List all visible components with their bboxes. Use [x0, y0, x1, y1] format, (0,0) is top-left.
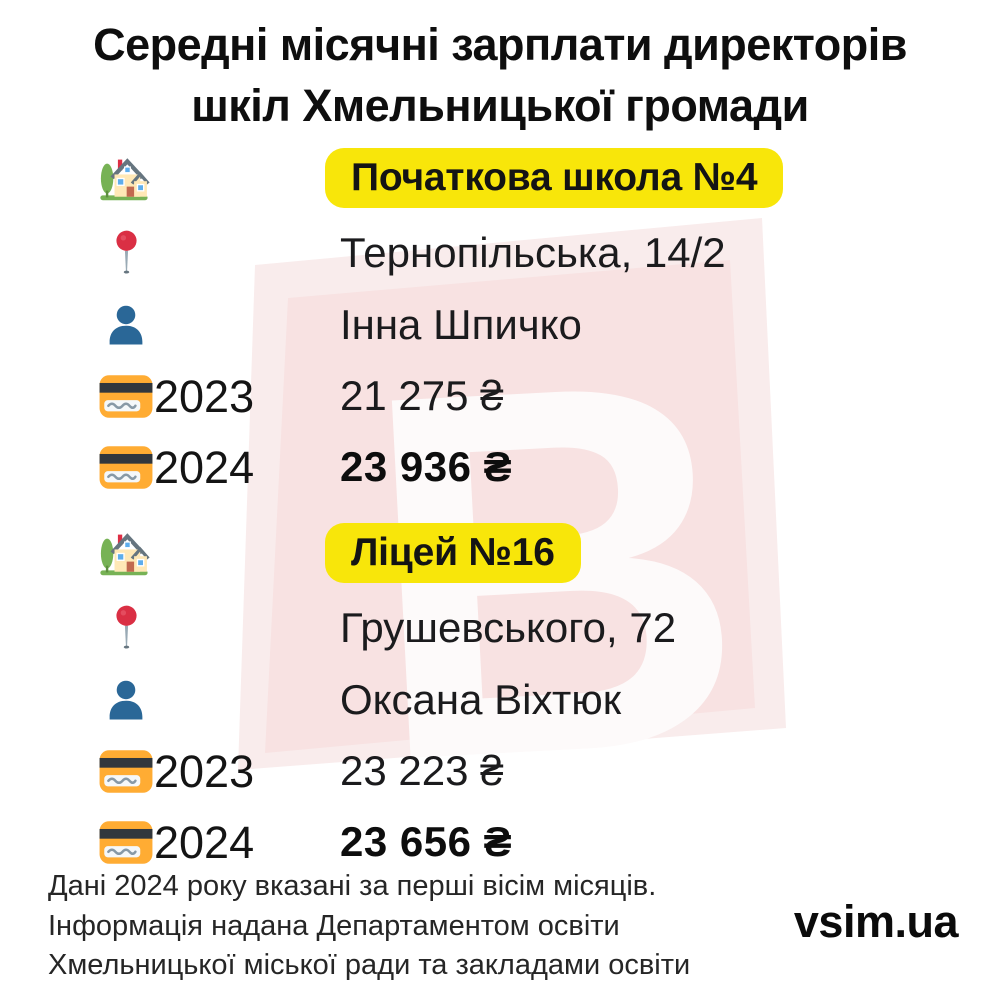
source-note-line-3: Хмельницької міської ради та закладами о… — [48, 949, 691, 981]
school1-director-row: Інна Шпичко — [98, 293, 970, 357]
salary-year-label: 2024 — [154, 816, 255, 868]
salary-year-label: 2024 — [154, 441, 255, 493]
school1-address-row: Тернопільська, 14/2 — [98, 221, 970, 285]
school1-name-badge: Початкова школа №4 — [325, 148, 784, 208]
school1-salary-2024-row: 2024 23 936 ₴ — [98, 435, 970, 499]
school2-salary-2023-row: 2023 23 223 ₴ — [98, 739, 970, 803]
credit-card-icon — [98, 435, 154, 499]
source-note: Дані 2024 року вказані за перші вісім мі… — [48, 867, 690, 986]
school2-name-badge: Ліцей №16 — [325, 523, 581, 583]
credit-card-icon — [98, 364, 154, 428]
school2-salary-2023: 23 223 ₴ — [340, 747, 504, 794]
school2-director-row: Оксана Віхтюк — [98, 668, 970, 732]
school2-name-row: Ліцей №16 — [98, 521, 970, 585]
school1-director: Інна Шпичко — [340, 301, 582, 348]
source-note-line-2: Інформація надана Департаментом освіти — [48, 909, 620, 942]
school1-salary-2024: 23 936 ₴ — [340, 443, 513, 490]
page-title: Середні місячні зарплати директорів шкіл… — [0, 14, 1000, 136]
person-icon — [98, 668, 154, 732]
school2-address: Грушевського, 72 — [340, 604, 677, 651]
salary-year-label: 2023 — [154, 370, 255, 422]
round-pushpin-icon — [98, 596, 154, 660]
credit-card-icon — [98, 739, 154, 803]
credit-card-icon — [98, 810, 154, 874]
vsim-ua-logo: vsim.ua — [793, 896, 959, 947]
school1-address: Тернопільська, 14/2 — [340, 229, 726, 276]
school2-director: Оксана Віхтюк — [340, 676, 622, 723]
school1-name-row: Початкова школа №4 — [98, 146, 970, 210]
school2-salary-2024-row: 2024 23 656 ₴ — [98, 810, 970, 874]
school2-address-row: Грушевського, 72 — [98, 596, 970, 660]
house-with-garden-icon — [98, 146, 154, 210]
house-with-garden-icon — [98, 521, 154, 585]
school2-salary-2024: 23 656 ₴ — [340, 818, 513, 865]
person-icon — [98, 293, 154, 357]
round-pushpin-icon — [98, 221, 154, 285]
title-line-1: Середні місячні зарплати директорів — [93, 19, 907, 70]
source-note-line-1: Дані 2024 року вказані за перші вісім мі… — [48, 870, 657, 902]
title-line-2: шкіл Хмельницької громади — [191, 80, 809, 131]
school1-salary-2023: 21 275 ₴ — [340, 372, 504, 419]
school1-salary-2023-row: 2023 21 275 ₴ — [98, 364, 970, 428]
salary-year-label: 2023 — [154, 745, 255, 797]
